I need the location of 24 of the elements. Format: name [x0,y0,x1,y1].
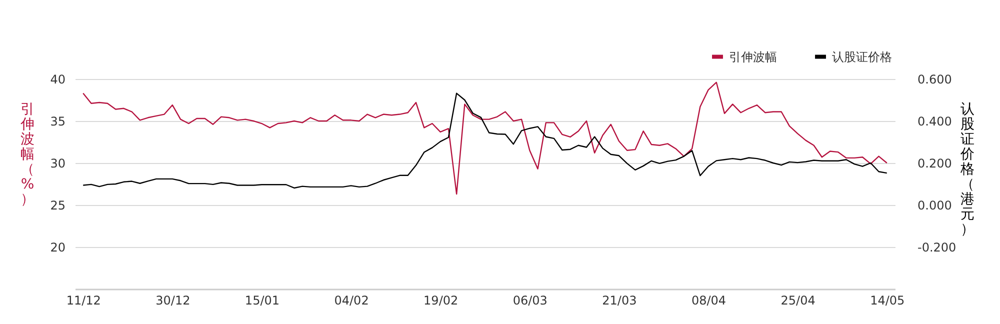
x-tick-label: 14/05 [870,294,905,308]
y-axis-title: 引伸波幅（%） [20,102,34,208]
y-tick-label: 25 [50,198,66,212]
x-tick-label: 15/01 [244,294,280,308]
text: 认股证价格（港元） [960,102,974,238]
legend-label: 认股证价格 [832,50,892,64]
x-tick-label: 30/12 [156,294,190,308]
x-tick-label: 19/02 [424,294,458,308]
x-tick-label: 25/04 [780,294,816,308]
y-tick-label: 35 [50,114,66,128]
y2-tick-label: 0.200 [918,156,952,170]
y-tick-label: 40 [50,72,66,86]
legend-label: 引伸波幅 [729,50,777,64]
x-tick-label: 21/03 [602,294,637,308]
y-tick-label: 30 [50,156,66,170]
y2-tick-label: -0.200 [918,240,956,254]
x-tick-label: 11/12 [66,294,101,308]
y-tick-label: 20 [50,240,66,254]
y2-tick-label: 0.600 [918,72,952,86]
y2-tick-label: 0.000 [918,198,952,212]
x-tick-label: 04/02 [334,294,369,308]
x-tick-label: 06/03 [512,294,548,308]
x-tick-label: 08/04 [691,294,726,308]
y2-tick-label: 0.400 [918,114,952,128]
